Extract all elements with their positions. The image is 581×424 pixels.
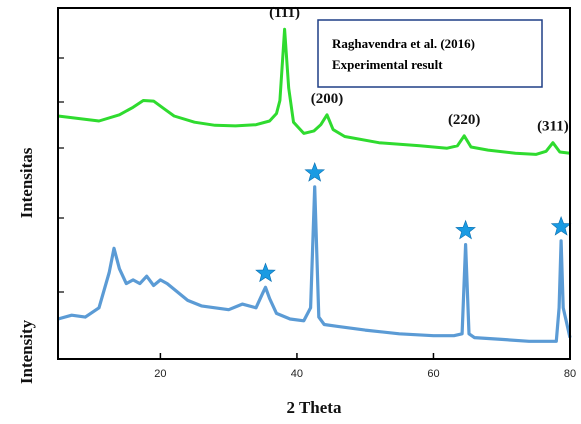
- peak-label: (111): [269, 5, 300, 21]
- series-line-1: [57, 27, 571, 156]
- star-marker: [550, 215, 572, 236]
- star-marker: [255, 262, 276, 283]
- x-axis-label: 2 Theta: [287, 398, 342, 417]
- x-tick-label: 20: [154, 368, 166, 380]
- x-tick-label: 80: [564, 368, 576, 380]
- series-line-2: [57, 185, 572, 343]
- legend-entry-1: Raghavendra et al. (2016): [332, 36, 475, 51]
- marker-layer: [255, 162, 572, 283]
- peak-label: (200): [311, 91, 344, 107]
- legend: Raghavendra et al. (2016) Experimental r…: [317, 19, 543, 88]
- legend-entry-2: Experimental result: [332, 57, 443, 72]
- plot-frame: [57, 7, 571, 360]
- tick-layer: 20 40 60 80: [58, 57, 576, 380]
- legend-box: [317, 19, 543, 88]
- label-layer: (111) (200) (220) (311): [269, 5, 569, 135]
- x-tick-label: 40: [291, 368, 303, 380]
- peak-label: (220): [448, 112, 481, 128]
- y-axis-label-top: Intensitas: [17, 147, 36, 218]
- series-layer: [57, 27, 572, 343]
- x-tick-label: 60: [427, 368, 439, 380]
- star-marker: [455, 219, 476, 240]
- peak-label: (311): [537, 119, 569, 135]
- y-axis-label-bottom: Intensity: [17, 319, 36, 384]
- star-marker: [304, 162, 326, 182]
